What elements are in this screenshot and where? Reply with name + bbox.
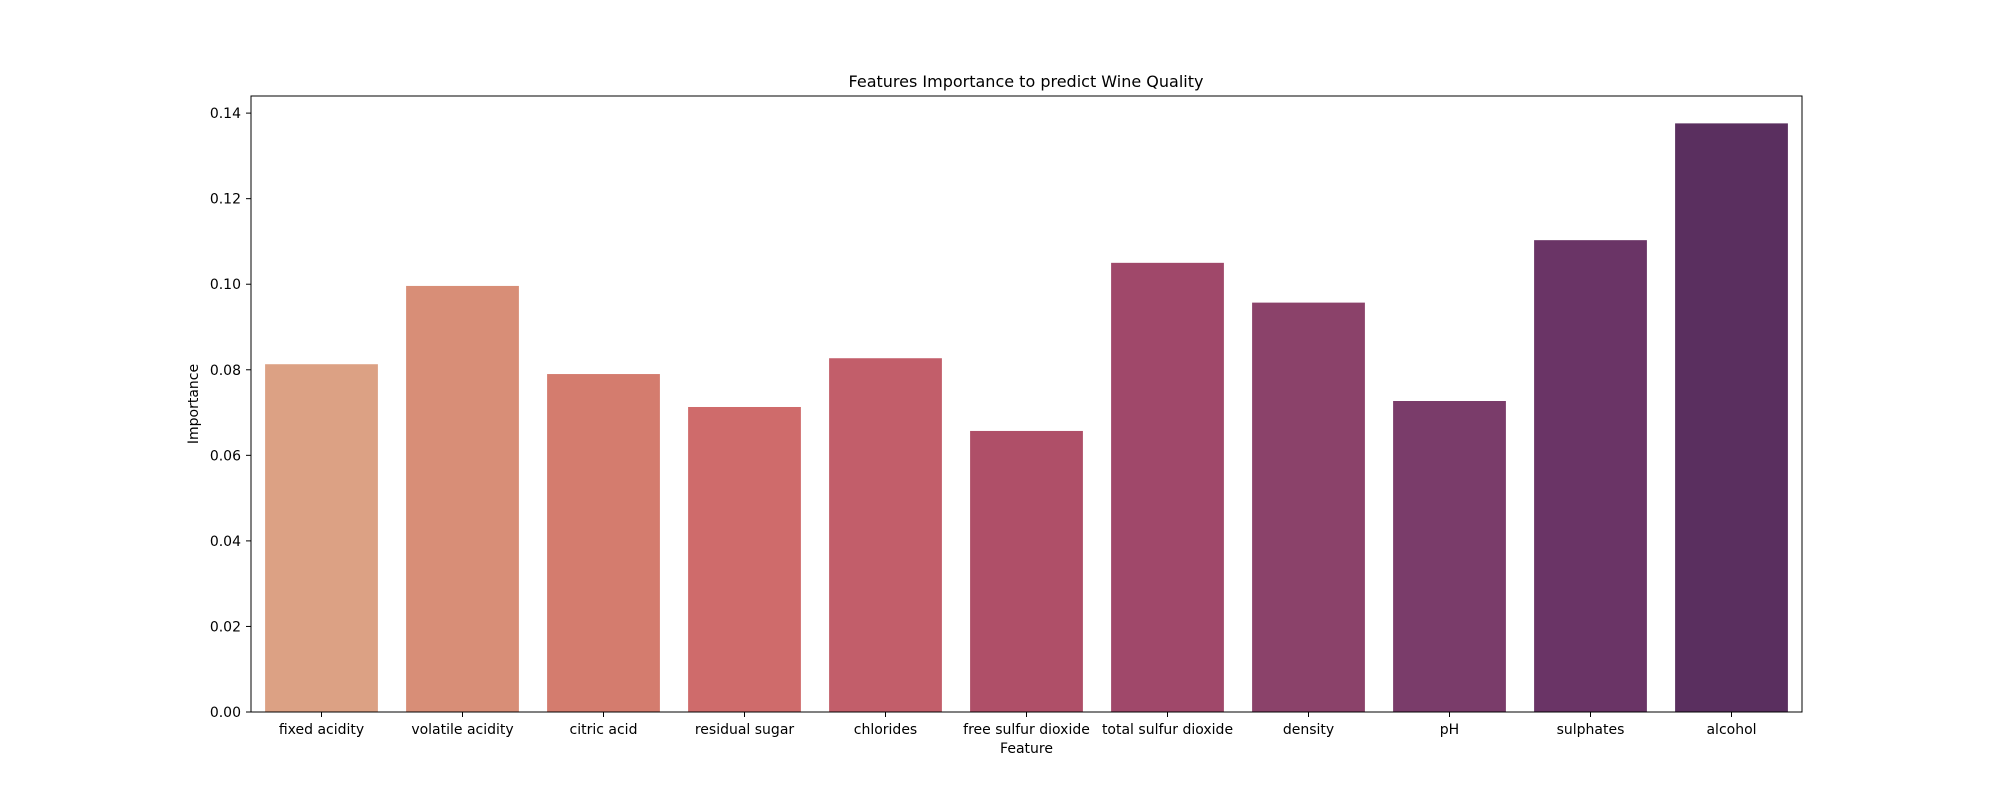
y-axis-label: Importance xyxy=(186,364,202,444)
bar-9 xyxy=(1534,240,1647,712)
x-tick-label-7: density xyxy=(1283,722,1334,738)
x-tick-label-1: volatile acidity xyxy=(411,722,513,738)
bar-7 xyxy=(1252,302,1365,712)
y-tick-label-5: 0.10 xyxy=(210,277,241,293)
x-axis: fixed acidity volatile acidity citric acid… xyxy=(279,712,1757,738)
bar-10 xyxy=(1675,123,1788,712)
y-tick-label-6: 0.12 xyxy=(210,192,241,208)
y-tick-label-1: 0.02 xyxy=(210,619,241,635)
bar-2 xyxy=(547,374,660,712)
y-tick-label-2: 0.04 xyxy=(210,534,241,550)
plot-frame xyxy=(250,95,1803,713)
x-tick-label-2: citric acid xyxy=(570,722,638,738)
x-tick-label-0: fixed acidity xyxy=(279,722,364,738)
y-tick-label-4: 0.08 xyxy=(210,363,241,379)
bar-8 xyxy=(1393,401,1506,712)
y-tick-label-7: 0.14 xyxy=(210,106,241,122)
x-tick-label-5: free sulfur dioxide xyxy=(963,722,1090,738)
y-tick-label-0: 0.00 xyxy=(210,705,241,721)
x-tick-label-4: chlorides xyxy=(854,722,917,738)
y-tick-label-3: 0.06 xyxy=(210,448,241,464)
bar-5 xyxy=(970,430,1083,712)
x-tick-label-9: sulphates xyxy=(1557,722,1625,738)
bars-group xyxy=(265,123,1788,712)
bar-6 xyxy=(1111,262,1224,712)
x-tick-label-10: alcohol xyxy=(1706,722,1756,738)
bar-1 xyxy=(406,285,519,712)
x-axis-label: Feature xyxy=(1000,741,1053,757)
x-tick-label-8: pH xyxy=(1440,722,1459,738)
bar-3 xyxy=(688,406,801,712)
x-tick-label-3: residual sugar xyxy=(695,722,795,738)
x-tick-label-6: total sulfur dioxide xyxy=(1102,722,1233,738)
chart-title: Features Importance to predict Wine Qual… xyxy=(849,72,1204,91)
bar-0 xyxy=(265,364,378,712)
bar-4 xyxy=(829,358,942,712)
y-axis: 0.00 0.02 0.04 0.06 0.08 0.10 0.12 0.14 xyxy=(210,106,251,721)
